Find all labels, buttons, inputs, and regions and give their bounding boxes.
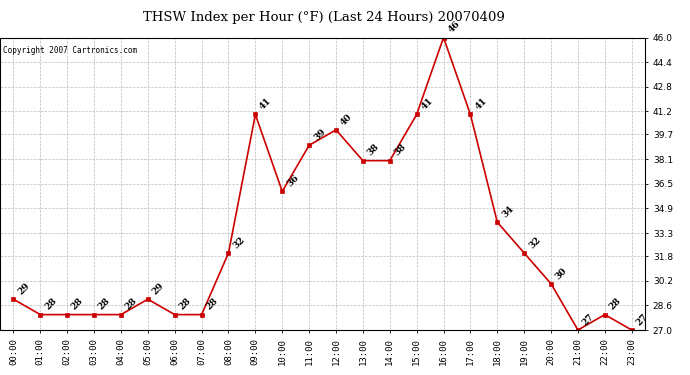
Text: 28: 28 (177, 297, 193, 312)
Text: 30: 30 (554, 266, 569, 281)
Text: THSW Index per Hour (°F) (Last 24 Hours) 20070409: THSW Index per Hour (°F) (Last 24 Hours)… (144, 11, 505, 24)
Text: 38: 38 (366, 142, 381, 158)
Text: Copyright 2007 Cartronics.com: Copyright 2007 Cartronics.com (3, 46, 137, 55)
Text: 28: 28 (97, 297, 112, 312)
Text: 40: 40 (339, 112, 354, 127)
Text: 28: 28 (70, 297, 86, 312)
Text: 28: 28 (124, 297, 139, 312)
Text: 36: 36 (285, 173, 300, 189)
Text: 32: 32 (527, 235, 542, 250)
Text: 28: 28 (608, 297, 623, 312)
Text: 27: 27 (635, 312, 650, 327)
Text: 39: 39 (312, 127, 327, 142)
Text: 38: 38 (393, 142, 408, 158)
Text: 41: 41 (473, 96, 489, 112)
Text: 29: 29 (150, 281, 166, 296)
Text: 46: 46 (446, 20, 462, 35)
Text: 28: 28 (204, 297, 219, 312)
Text: 34: 34 (500, 204, 515, 219)
Text: 32: 32 (231, 235, 246, 250)
Text: 41: 41 (258, 96, 273, 112)
Text: 28: 28 (43, 297, 59, 312)
Text: 29: 29 (17, 281, 32, 296)
Text: 41: 41 (420, 96, 435, 112)
Text: 27: 27 (581, 312, 596, 327)
